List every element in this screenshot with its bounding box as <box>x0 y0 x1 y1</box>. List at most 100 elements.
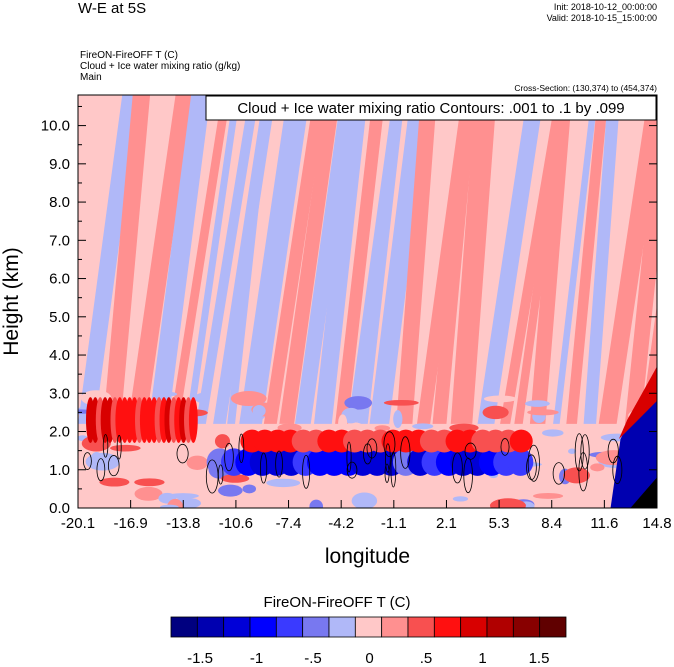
contour-line <box>83 452 92 470</box>
valid-time-label: Valid: 2018-10-15_15:00:00 <box>546 13 657 23</box>
x-tick-label: 14.8 <box>642 515 671 532</box>
contour-line <box>96 458 106 482</box>
field-streak <box>239 95 311 424</box>
contour-line <box>390 451 397 488</box>
y-tick-label: 3.0 <box>49 385 70 402</box>
field-patch <box>110 444 141 452</box>
colorbar-swatch <box>170 616 198 638</box>
field-streak <box>450 95 497 424</box>
field-patch <box>344 396 373 410</box>
subtitle-line: Cloud + Ice water mixing ratio (g/kg) <box>80 61 241 72</box>
field-patch <box>242 484 257 494</box>
colorbar-swatch <box>381 616 409 638</box>
field-streak <box>227 95 272 424</box>
colorbar-tick-label: -1 <box>249 650 264 667</box>
x-tick-label: -1.1 <box>381 515 407 532</box>
colorbar-swatch <box>249 616 277 638</box>
field-patch <box>489 498 526 508</box>
contour-line <box>302 454 311 489</box>
field-layer <box>78 95 657 508</box>
field-streak <box>169 95 231 424</box>
x-tick-label: -16.9 <box>114 515 148 532</box>
colorbar-swatch <box>328 616 356 638</box>
cross-section-label: Cross-Section: (130,374) to (454,374) <box>514 83 657 93</box>
contour-line <box>238 433 245 464</box>
contour-line <box>578 452 589 492</box>
contour-line <box>527 444 540 482</box>
field-patch <box>542 429 564 437</box>
field-streak <box>396 95 438 424</box>
colorbar-tick-label: 1.5 <box>528 650 550 667</box>
field-patch <box>525 400 550 407</box>
field-patch <box>230 391 267 407</box>
colorbar-tick-label: 0 <box>365 650 374 667</box>
field-streak <box>103 95 151 424</box>
y-tick-label: 9.0 <box>49 156 70 173</box>
colorbar-tick-label: -.5 <box>304 650 322 667</box>
field-patch <box>167 493 199 499</box>
x-tick-label: 11.6 <box>590 515 618 532</box>
field-patch <box>483 395 517 403</box>
colorbar-tick-label: .5 <box>419 650 433 667</box>
field-streak <box>529 95 573 424</box>
field-patch <box>533 493 564 499</box>
colorbar-swatch <box>302 616 330 638</box>
field-streak <box>477 95 545 424</box>
x-tick-label: -4.2 <box>328 515 354 532</box>
colorbar-tick-label: 1 <box>478 650 487 667</box>
plot-frame <box>77 94 658 509</box>
y-tick-label: 8.0 <box>49 194 70 211</box>
y-axis-label: Height (km) <box>0 247 23 356</box>
feature-plume-warm-top <box>618 366 657 440</box>
subtitle-line: FireON-FireOFF T (C) <box>80 50 178 61</box>
field-streak <box>195 95 260 424</box>
field-patch <box>134 478 165 487</box>
y-tick-label: 4.0 <box>49 347 70 364</box>
contour-line <box>400 436 411 469</box>
field-patch <box>466 486 480 500</box>
contour-line <box>275 450 283 478</box>
field-patch <box>214 434 231 449</box>
feature-terrain <box>630 477 657 508</box>
field-patch <box>90 452 104 469</box>
contour-line <box>260 452 268 484</box>
colorbar-swatch <box>196 616 225 638</box>
field-patch <box>159 504 179 508</box>
field-streak <box>566 95 609 424</box>
field-patch <box>266 478 301 488</box>
contour-line <box>552 462 565 485</box>
field-patch <box>277 423 302 433</box>
field-patch <box>186 455 208 470</box>
field-patch <box>452 496 469 502</box>
x-tick-label: 2.1 <box>436 515 457 532</box>
chart-title: W-E at 5S <box>78 0 147 17</box>
y-tick-label: 10.0 <box>41 118 70 135</box>
field-patch <box>383 399 419 406</box>
feature-west-warm-cell <box>188 397 198 443</box>
field-patch <box>194 392 210 403</box>
field-patch <box>482 405 509 420</box>
field-streak <box>598 95 657 424</box>
colorbar-swatch <box>486 616 514 638</box>
contour-line <box>176 443 189 464</box>
colorbar-title: FireON-FireOFF T (C) <box>263 594 411 611</box>
x-tick-label: -7.4 <box>276 515 302 532</box>
field-patch <box>563 467 590 484</box>
field-patch <box>590 463 605 472</box>
x-tick-label: -13.8 <box>166 515 200 532</box>
field-streak <box>263 95 327 424</box>
field-patch <box>156 391 178 397</box>
y-tick-label: 6.0 <box>49 271 70 288</box>
field-streak <box>314 95 369 424</box>
contour-line <box>580 434 590 470</box>
field-streak <box>624 112 657 424</box>
field-streak <box>279 95 341 424</box>
field-streak <box>78 95 140 424</box>
field-streak <box>432 95 477 424</box>
subtitle-line: Main <box>80 72 102 83</box>
contour-label-box <box>205 95 657 121</box>
contour-line <box>500 438 510 456</box>
contour-line <box>107 455 120 477</box>
y-tick-label: 5.0 <box>49 309 70 326</box>
